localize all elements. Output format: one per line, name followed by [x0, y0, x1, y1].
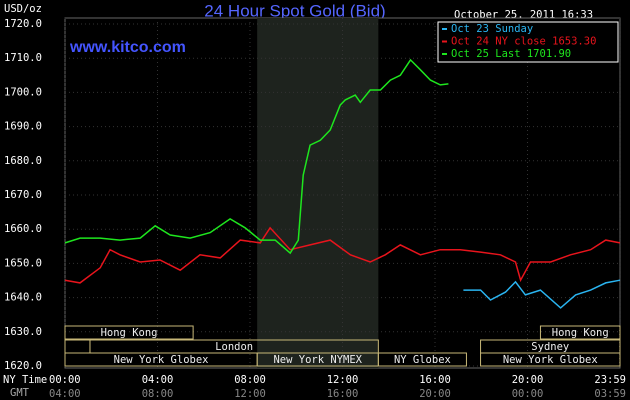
website: www.kitco.com: [69, 39, 186, 56]
series-line: [64, 58, 449, 255]
session-label: New York Globex: [503, 354, 598, 366]
x-tick-label: 16:00: [419, 374, 451, 386]
session-box: [64, 325, 194, 340]
chart-title: 24 Hour Spot Gold (Bid): [204, 1, 385, 20]
y-tick-label: 1630.0: [4, 326, 42, 338]
y-tick-label: 1640.0: [4, 292, 42, 304]
y-tick-label: 1670.0: [4, 189, 42, 201]
y-unit: USD/oz: [4, 3, 42, 15]
x2-tick-label: 12:00: [234, 388, 266, 400]
x2-tick-label: 03:59: [594, 388, 626, 400]
shaded-region: [257, 18, 379, 368]
y-tick-label: 1660.0: [4, 223, 42, 235]
session-label: Hong Kong: [101, 327, 158, 339]
session-label: Sydney: [531, 341, 569, 353]
x2-tick-label: 16:00: [327, 388, 359, 400]
series-line: [463, 279, 621, 309]
y-tick-label: 1700.0: [4, 86, 42, 98]
legend-box: [437, 21, 619, 63]
x-tick-label: 23:59: [594, 374, 626, 386]
y-tick-label: 1680.0: [4, 155, 42, 167]
legend-label: Oct 23 Sunday: [451, 23, 533, 35]
series-line: [64, 226, 621, 284]
x-tick-label: 08:00: [234, 374, 266, 386]
session-label: Hong Kong: [552, 327, 609, 339]
x-tick-label: 04:00: [142, 374, 174, 386]
session-label: New York NYMEX: [273, 354, 362, 366]
session-box: [480, 352, 621, 367]
y-tick-label: 1690.0: [4, 121, 42, 133]
x2-label: GMT: [10, 387, 30, 399]
y-tick-label: 1720.0: [4, 18, 42, 30]
session-label: NY Globex: [394, 354, 451, 366]
x-tick-label: 00:00: [49, 374, 81, 386]
y-tick-label: 1650.0: [4, 257, 42, 269]
legend-label: Oct 25 Last 1701.90: [451, 48, 571, 60]
x-label: NY Time: [3, 374, 47, 386]
x-tick-label: 20:00: [512, 374, 544, 386]
x2-tick-label: 08:00: [142, 388, 174, 400]
legend-label: Oct 24 NY close 1653.30: [451, 36, 596, 48]
x-tick-label: 12:00: [327, 374, 359, 386]
x2-tick-label: 04:00: [49, 388, 81, 400]
session-box: [539, 325, 621, 340]
x2-tick-label: 20:00: [419, 388, 451, 400]
session-label: New York Globex: [114, 354, 209, 366]
y-tick-label: 1710.0: [4, 52, 42, 64]
x2-tick-label: 00:00: [512, 388, 544, 400]
session-label: London: [215, 341, 253, 353]
session-box: [377, 352, 467, 367]
y-tick-label: 1620.0: [4, 360, 42, 372]
